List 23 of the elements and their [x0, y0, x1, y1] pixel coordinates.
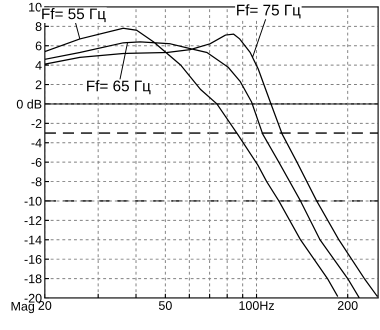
- annotation: Ff= 65 Гц: [87, 80, 151, 94]
- y-tick-label: 0 dB: [16, 99, 42, 109]
- x-tick-label: 200: [338, 301, 358, 310]
- y-tick-label: -12: [24, 216, 42, 225]
- y-tick-label: -20: [24, 294, 42, 303]
- y-tick-label: 4: [35, 61, 42, 70]
- y-tick-label: 2: [36, 80, 42, 90]
- x-tick-label: 50: [158, 301, 172, 310]
- y-tick-label: 8: [36, 22, 42, 31]
- y-tick-label: -8: [32, 177, 42, 186]
- y-tick-label: -16: [24, 254, 42, 264]
- y-tick-label: -4: [32, 138, 42, 148]
- y-tick-label: 6: [36, 42, 42, 50]
- x-tick-label: 100Hz: [239, 301, 274, 310]
- y-tick-label: -2: [32, 119, 42, 128]
- annotation: Ff= 75 Гц: [237, 4, 301, 18]
- y-tick-label: -18: [24, 274, 42, 284]
- y-tick-label: -14: [24, 236, 42, 244]
- y-tick-label: -10: [24, 196, 42, 206]
- annotation: Ff= 55 Гц: [42, 8, 106, 22]
- x-tick-label: 20: [38, 301, 52, 310]
- x-axis-title: Mag: [12, 302, 34, 314]
- y-tick-label: -6: [32, 158, 42, 167]
